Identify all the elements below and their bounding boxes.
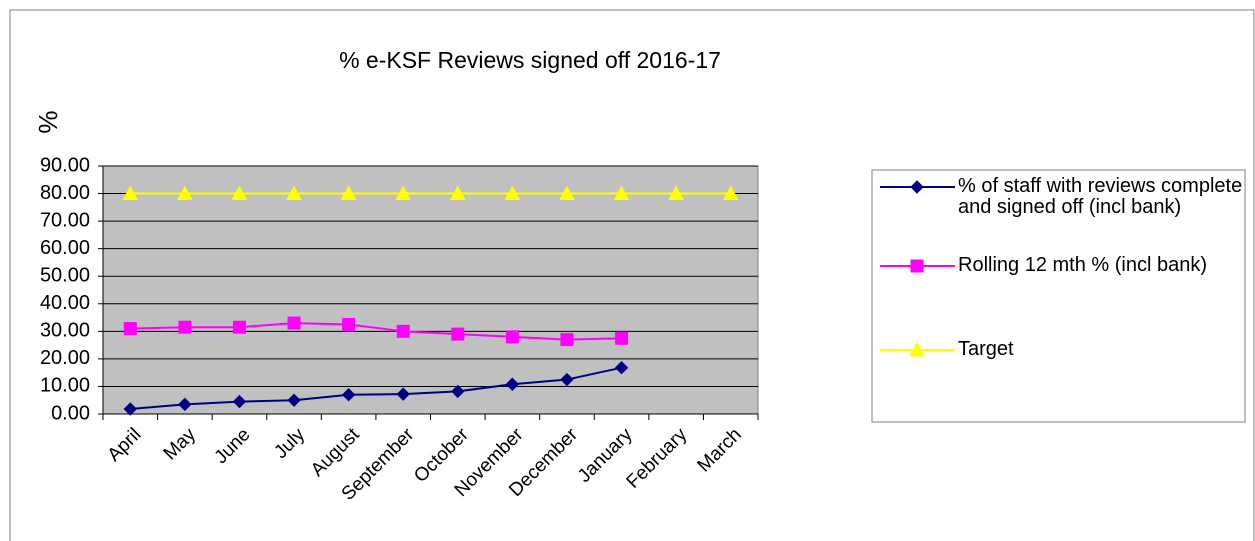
series-line <box>130 322 622 341</box>
plot-area <box>102 165 759 415</box>
data-point <box>286 185 302 201</box>
data-point <box>232 320 246 334</box>
data-point <box>342 317 356 331</box>
chart-title: % e-KSF Reviews signed off 2016-17 <box>339 47 721 73</box>
y-tick-label: 20.00 <box>40 347 90 369</box>
data-point <box>504 185 521 201</box>
data-point <box>560 372 574 387</box>
legend-marker <box>910 259 924 273</box>
legend-marker <box>910 180 924 194</box>
y-tick-label: 80.00 <box>40 182 90 204</box>
legend-marker <box>909 341 925 357</box>
y-tick-label: 50.00 <box>40 265 90 287</box>
y-tick-label: 70.00 <box>40 209 90 231</box>
data-point <box>178 397 192 412</box>
data-point <box>614 360 629 375</box>
data-point <box>340 185 357 201</box>
data-point <box>287 393 301 407</box>
data-point <box>615 331 629 345</box>
data-point <box>395 185 412 201</box>
legend-label: Target <box>958 338 1014 360</box>
data-point <box>396 324 410 338</box>
y-tick-label: 30.00 <box>40 320 90 342</box>
data-point <box>505 330 519 344</box>
data-point <box>613 185 630 201</box>
legend-box <box>871 169 1246 423</box>
series-line <box>130 366 622 411</box>
data-point <box>178 320 192 334</box>
data-point <box>505 377 520 391</box>
data-point <box>341 388 356 402</box>
data-point <box>451 384 465 399</box>
legend-label: % of staff with reviews complete and sig… <box>958 175 1243 218</box>
y-tick-label: 40.00 <box>40 292 90 314</box>
data-point <box>232 394 247 409</box>
legend-label: Rolling 12 mth % (incl bank) <box>958 254 1207 276</box>
data-point <box>451 327 465 341</box>
data-point <box>177 185 193 201</box>
y-tick-label: 10.00 <box>40 375 90 397</box>
data-point <box>231 185 248 201</box>
y-tick-label: 0.00 <box>51 402 90 424</box>
data-point <box>123 402 137 416</box>
data-point <box>560 333 574 347</box>
data-point <box>123 322 137 336</box>
y-axis-label: % <box>33 110 63 133</box>
data-point <box>122 185 139 201</box>
data-point <box>396 387 410 401</box>
data-point <box>449 185 466 201</box>
y-tick-label: 60.00 <box>40 237 90 259</box>
y-tick-label: 90.00 <box>40 154 90 176</box>
data-point <box>722 185 739 201</box>
data-point <box>287 316 301 330</box>
data-point <box>559 185 575 201</box>
data-point <box>668 185 684 201</box>
